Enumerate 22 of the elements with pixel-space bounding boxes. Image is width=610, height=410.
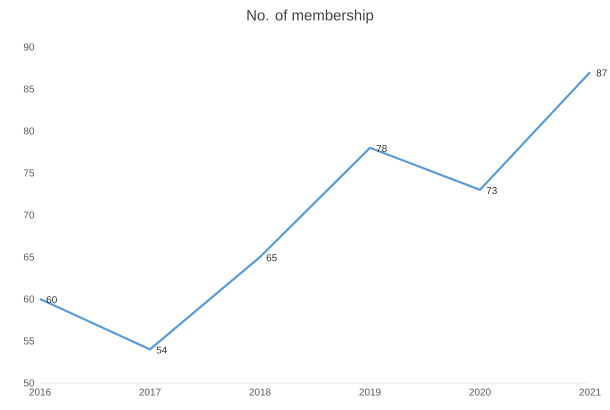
x-tick-label: 2021 [579, 388, 601, 396]
x-tick-label: 2017 [139, 388, 161, 396]
y-tick-label: 60 [24, 295, 34, 303]
y-tick-label: 50 [24, 379, 34, 387]
y-tick-label: 75 [24, 170, 34, 176]
y-tick-label: 90 [24, 43, 34, 51]
y-tick-label: 80 [24, 127, 34, 135]
y-tick-label: 85 [24, 85, 34, 93]
x-tick-label: 2018 [249, 388, 271, 396]
data-label: 54 [156, 346, 167, 354]
x-tick-label: 2020 [469, 388, 491, 396]
y-tick-label: 65 [24, 253, 34, 261]
data-label: 78 [376, 145, 387, 152]
x-tick-label: 2019 [359, 388, 381, 396]
chart-title: No. of membership [247, 10, 374, 24]
x-tick-label: 2016 [29, 388, 51, 396]
data-label: 73 [486, 187, 497, 194]
data-label: 65 [266, 254, 277, 262]
data-label: 60 [46, 296, 57, 304]
y-tick-label: 70 [24, 211, 34, 219]
y-tick-label: 55 [24, 338, 34, 344]
data-label: 87 [596, 69, 607, 76]
